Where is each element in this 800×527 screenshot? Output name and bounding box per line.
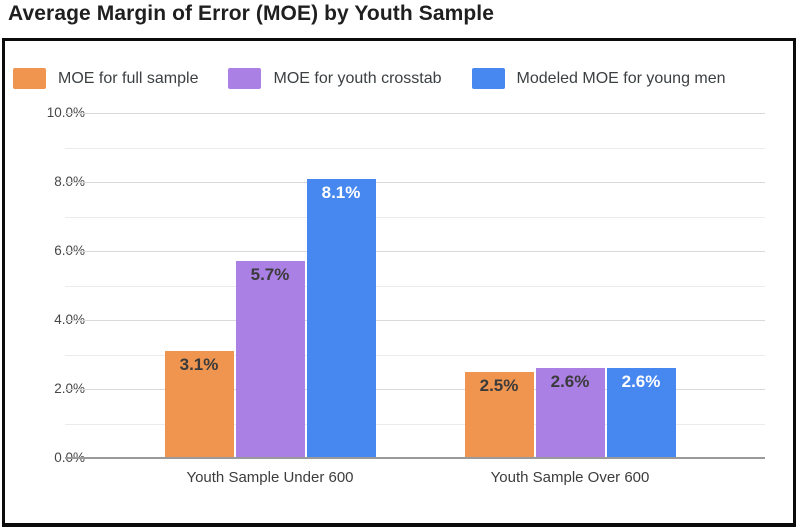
legend-swatch-icon [13,68,46,89]
y-tick-label: 4.0% [54,312,85,327]
legend-label: MOE for youth crosstab [273,69,442,87]
y-tick-label: 8.0% [54,174,85,189]
chart-legend: MOE for full sample MOE for youth crossta… [13,68,726,89]
gridline-minor [65,285,765,287]
legend-swatch-icon [471,68,505,89]
bar-modeled-moe-for-young-men-group0: 8.1% [306,178,376,458]
gridline-major [65,389,765,390]
x-axis-baseline [65,457,765,459]
y-tick-label: 10.0% [46,105,85,120]
gridline-major [65,113,765,114]
y-tick-label: 2.0% [54,381,85,396]
gridline-minor [65,216,765,218]
legend-label: MOE for full sample [58,69,199,87]
gridline-minor [65,147,765,149]
legend-item-2: Modeled MOE for young men [471,68,726,89]
legend-item-0: MOE for full sample [13,68,198,89]
page-title: Average Margin of Error (MOE) by Youth S… [8,2,495,25]
category-label: Youth Sample Over 600 [490,469,650,486]
gridline-major [65,182,765,183]
bar-value-label: 5.7% [250,265,290,285]
gridline-minor [65,423,765,425]
bar-moe-for-full-sample-group1: 2.5% [464,371,534,458]
gridline-major [65,251,765,252]
bar-value-label: 2.6% [621,372,661,392]
bar-value-label: 2.6% [550,372,590,392]
bar-value-label: 3.1% [179,355,219,375]
plot-area: 3.1% 5.7% 8.1% 2.5% 2.6% 2.6% [65,113,765,459]
y-tick-label: 6.0% [54,243,85,258]
bar-moe-for-youth-crosstab-group0: 5.7% [235,261,305,458]
bar-value-label: 8.1% [321,182,361,202]
legend-label: Modeled MOE for young men [516,69,726,87]
gridline-major [65,320,765,321]
chart-frame: MOE for full sample MOE for youth crossta… [2,38,796,527]
bar-modeled-moe-for-young-men-group1: 2.6% [606,368,676,458]
bar-moe-for-youth-crosstab-group1: 2.6% [535,368,605,458]
legend-item-1: MOE for youth crosstab [228,68,442,89]
bar-moe-for-full-sample-group0: 3.1% [164,351,234,458]
gridline-minor [65,354,765,356]
legend-swatch-icon [228,68,262,89]
category-label: Youth Sample Under 600 [186,469,354,486]
bar-value-label: 2.5% [479,375,519,395]
